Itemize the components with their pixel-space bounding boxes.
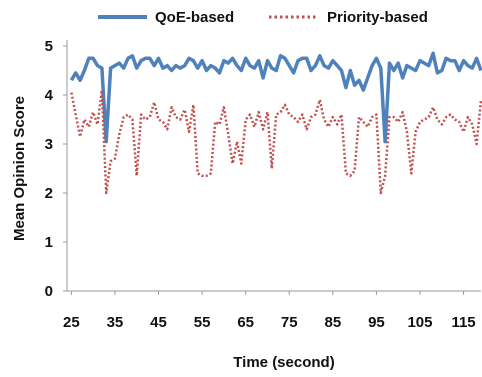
y-tick-label: 5 — [45, 38, 53, 55]
x-tick-label: 45 — [150, 314, 167, 331]
series-line-priority-based — [70, 88, 482, 195]
y-tick-label: 0 — [45, 283, 53, 300]
x-tick-label: 75 — [281, 314, 298, 331]
x-tick-label: 65 — [237, 314, 254, 331]
legend: QoE-based Priority-based — [98, 9, 428, 26]
series-line-qoe-based — [69, 51, 482, 144]
x-tick-label: 55 — [194, 314, 211, 331]
series-lines — [69, 51, 482, 195]
x-tick-label: 105 — [407, 314, 432, 331]
x-axis-title: Time (second) — [233, 354, 334, 371]
y-tick-label: 2 — [45, 185, 53, 202]
y-tick-label: 4 — [45, 87, 54, 104]
x-tick-label: 25 — [63, 314, 80, 331]
legend-label-priority-based: Priority-based — [327, 9, 428, 26]
y-axis-title: Mean Opinion Score — [11, 96, 28, 241]
legend-label-qoe-based: QoE-based — [155, 9, 234, 26]
axes — [63, 40, 481, 295]
y-tick-label: 3 — [45, 136, 53, 153]
x-tick-label: 35 — [107, 314, 124, 331]
x-tick-label: 95 — [368, 314, 385, 331]
x-tick-label: 115 — [451, 314, 475, 331]
x-tick-label: 85 — [324, 314, 341, 331]
y-tick-label: 1 — [45, 234, 53, 251]
